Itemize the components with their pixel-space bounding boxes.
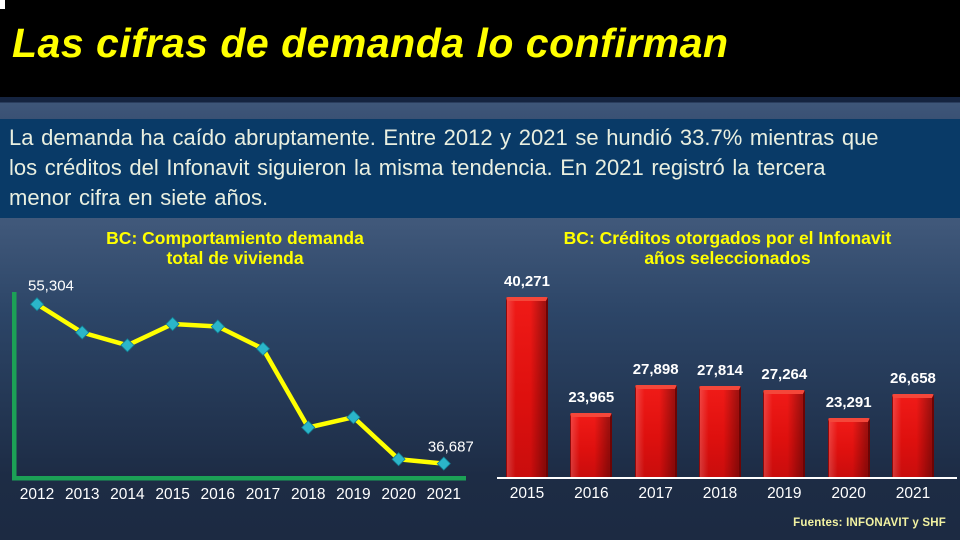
slide-title: Las cifras de demanda lo confirman [12, 20, 729, 66]
bar-value-label: 26,658 [890, 370, 936, 387]
data-point-marker [210, 319, 225, 334]
charts-area: BC: Comportamiento demanda total de vivi… [0, 218, 960, 540]
bar-chart: 40,271 2015 23,965 2016 27,898 2017 27,814 2018… [0, 218, 960, 540]
x-tick-label: 2021 [895, 485, 931, 502]
bar-chart-title-line2: años seleccionados [644, 248, 811, 268]
data-point-marker [391, 452, 406, 467]
bar-chart-title: BC: Créditos otorgados por el Infonavit … [505, 228, 950, 268]
lead-paragraph: La demanda ha caído abruptamente. Entre … [0, 119, 960, 218]
line-chart-title: BC: Comportamiento demanda total de vivi… [20, 228, 450, 268]
x-axis-line [12, 476, 466, 481]
corner-mark [0, 0, 5, 9]
bar-chart-title-line1: BC: Créditos otorgados por el Infonavit [563, 228, 892, 248]
data-point-marker [346, 410, 361, 425]
bar-value-label: 40,271 [504, 273, 550, 291]
slide-header: Las cifras de demanda lo confirman [0, 0, 960, 97]
lead-line: los créditos del Infonavit siguieron la … [9, 155, 826, 180]
line-chart-title-line1: BC: Comportamiento demanda [106, 228, 364, 248]
bar [570, 413, 613, 477]
divider-band [0, 97, 960, 119]
x-tick-label: 2014 [110, 486, 145, 503]
bar [763, 389, 806, 477]
sources-note: Fuentes: INFONAVIT y SHF [793, 517, 946, 529]
demand-line [34, 301, 447, 466]
x-tick-label: 2018 [291, 486, 325, 503]
x-tick-label: 2021 [427, 486, 461, 503]
x-tick-label: 2012 [20, 486, 54, 503]
data-point-marker [165, 316, 180, 332]
bar [506, 297, 548, 477]
line-chart-title-line2: total de vivienda [166, 248, 304, 268]
data-point-marker [255, 341, 271, 356]
bar-value-label: 27,264 [761, 365, 808, 383]
bar-value-label: 27,898 [632, 361, 679, 379]
data-point-marker [120, 338, 135, 353]
x-tick-label: 2016 [201, 486, 235, 503]
y-axis-line [12, 292, 17, 480]
x-tick-label: 2018 [702, 485, 738, 502]
x-tick-label: 2019 [767, 485, 802, 502]
x-axis-baseline [497, 477, 957, 479]
x-tick-label: 2019 [336, 486, 370, 503]
data-point-marker [301, 420, 316, 435]
point-value-label: 36,687 [428, 439, 473, 456]
x-tick-label: 2015 [509, 485, 545, 502]
lead-line: La demanda ha caído abruptamente. Entre … [9, 125, 879, 150]
data-point-marker [436, 456, 451, 471]
x-tick-label: 2020 [381, 486, 416, 503]
bar-value-label: 23,965 [568, 389, 615, 407]
line-chart: 55,304 36,687 2012 2013 2014 2015 2016 2017 2018… [12, 278, 473, 503]
x-tick-label: 2016 [574, 485, 609, 502]
lead-line: menor cifra en siete años. [9, 185, 269, 210]
x-tick-label: 2017 [246, 486, 280, 503]
bar [891, 394, 934, 477]
bar-value-label: 23,291 [825, 394, 872, 411]
bar [827, 418, 870, 477]
bar [634, 385, 677, 477]
bar [698, 385, 741, 477]
x-tick-label: 2017 [638, 485, 673, 502]
x-tick-label: 2013 [65, 486, 99, 503]
bar-value-label: 27,814 [697, 361, 743, 379]
point-value-label: 55,304 [28, 278, 74, 294]
data-point-marker [75, 325, 90, 340]
x-tick-label: 2015 [155, 486, 189, 503]
x-tick-label: 2020 [831, 485, 866, 502]
data-point-marker [29, 297, 45, 312]
